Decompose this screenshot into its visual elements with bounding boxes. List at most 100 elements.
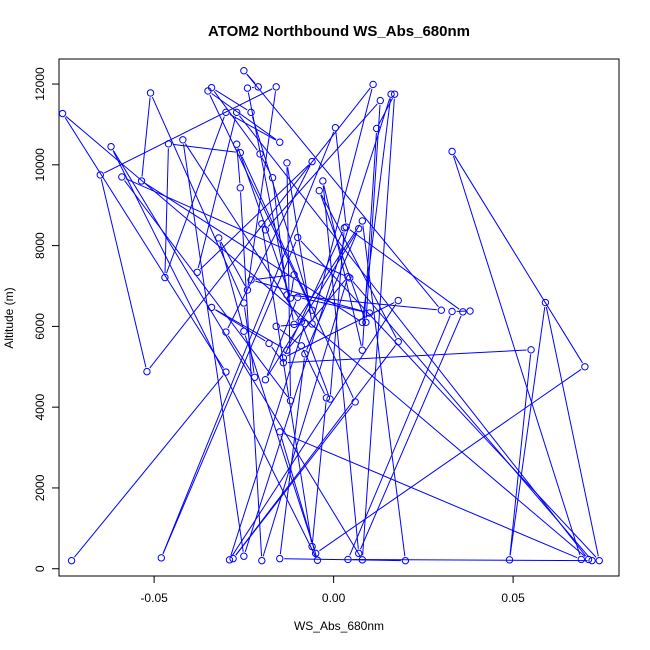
data-point: [258, 220, 266, 228]
data-point: [297, 342, 306, 350]
data-point: [276, 428, 284, 436]
data-point: [240, 552, 248, 560]
series-line-segment: [64, 117, 224, 369]
data-point: [254, 83, 262, 91]
data-point: [240, 299, 248, 307]
series-line-segment: [124, 180, 289, 398]
data-point: [372, 124, 381, 133]
series-line-segment: [545, 306, 599, 557]
series-line-segment: [246, 73, 256, 84]
series-line-segment: [262, 228, 312, 543]
data-point: [225, 556, 234, 564]
data-point: [331, 123, 340, 132]
data-point: [308, 542, 316, 551]
data-point: [279, 359, 288, 367]
data-point: [193, 268, 201, 276]
data-point: [243, 286, 252, 294]
series-line-segment: [284, 558, 401, 562]
data-point: [358, 217, 367, 225]
data-point: [157, 554, 166, 562]
series-line-segment: [286, 167, 291, 397]
data-point: [96, 171, 104, 179]
data-point: [207, 83, 216, 92]
data-point: [588, 556, 596, 565]
series-line-segment: [244, 335, 315, 550]
data-point: [355, 224, 363, 233]
data-point: [232, 140, 241, 148]
data-point: [240, 327, 248, 335]
series-line-segment: [360, 315, 462, 550]
data-point: [365, 309, 374, 317]
y-tick-label: 10000: [33, 148, 47, 182]
data-point: [322, 394, 331, 402]
data-point: [236, 149, 244, 157]
series-line-segment: [230, 327, 305, 556]
chart-title: ATOM2 Northbound WS_Abs_680nm: [208, 23, 470, 40]
data-point: [351, 398, 359, 406]
series-line-segment: [323, 185, 362, 346]
series-line-segment: [365, 105, 381, 318]
data-point: [581, 363, 589, 371]
data-point: [207, 303, 216, 312]
series-line-segment: [362, 225, 406, 557]
y-tick-label: 2000: [33, 474, 47, 501]
data-point: [301, 350, 309, 358]
data-point: [358, 346, 367, 354]
data-point: [301, 319, 309, 328]
data-point: [315, 186, 323, 195]
data-point: [286, 294, 295, 302]
x-axis-label: WS_Abs_680nm: [294, 619, 384, 633]
series-line-segment: [320, 194, 397, 338]
data-point: [294, 293, 302, 302]
series-line-segment: [255, 280, 366, 313]
data-point: [459, 308, 467, 316]
data-point: [261, 226, 270, 234]
series-line-segment: [149, 87, 371, 369]
data-point: [390, 90, 399, 98]
series-line-segment: [162, 241, 297, 554]
series-line-segment: [239, 115, 587, 557]
series-line-segment: [302, 349, 325, 395]
series-line-segment: [302, 325, 329, 396]
y-tick-label: 4000: [33, 393, 47, 420]
series-line-segment: [454, 155, 583, 364]
series-line-segment: [287, 302, 395, 357]
data-point: [448, 147, 456, 156]
data-point: [283, 346, 291, 354]
data-point: [297, 318, 306, 326]
data-point: [222, 368, 230, 376]
data-point: [256, 150, 264, 158]
series-line-segment: [247, 92, 294, 321]
series-line-segment: [322, 185, 359, 549]
data-point: [326, 395, 334, 403]
series-line-segment: [211, 93, 277, 140]
series-line-segment: [319, 368, 582, 552]
series-line-segment: [112, 150, 361, 557]
series-line-segment: [362, 132, 377, 346]
data-point: [290, 270, 298, 279]
data-point: [308, 306, 316, 314]
data-point: [358, 556, 367, 564]
data-point: [595, 556, 603, 565]
data-point: [265, 339, 273, 348]
series-line-segment: [145, 182, 359, 321]
series-line-segment: [164, 148, 169, 274]
data-point: [346, 274, 354, 282]
series-line-segment: [290, 279, 294, 294]
series-line-segment: [266, 301, 297, 376]
series-line-segment: [183, 144, 244, 552]
data-point: [222, 328, 230, 336]
data-point: [247, 108, 255, 117]
series-line-segment: [200, 164, 310, 270]
series-line-segment: [247, 91, 277, 286]
series-line-segment: [271, 346, 282, 360]
data-point: [146, 89, 155, 97]
data-point: [236, 184, 244, 192]
data-point: [342, 223, 350, 231]
data-point: [394, 296, 402, 305]
data-point: [222, 108, 230, 117]
data-point: [466, 307, 474, 315]
data-point: [276, 138, 284, 146]
series-line-segment: [262, 280, 348, 557]
data-point: [394, 338, 402, 346]
